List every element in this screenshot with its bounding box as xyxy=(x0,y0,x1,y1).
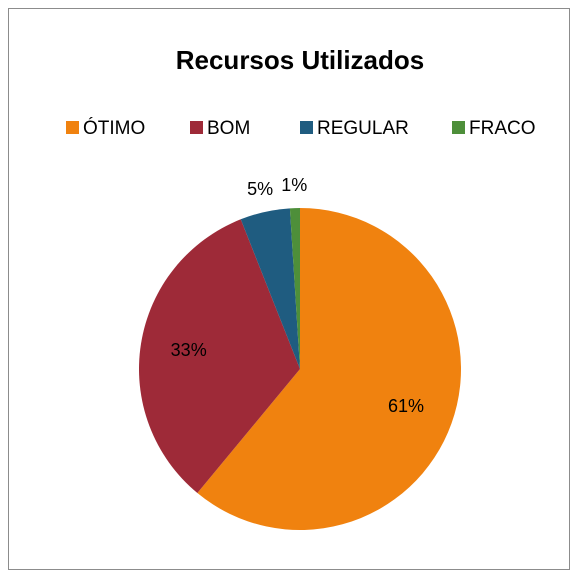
data-label: 33% xyxy=(171,340,207,360)
legend-label: BOM xyxy=(207,118,250,139)
legend-swatch xyxy=(300,121,313,134)
data-label: 1% xyxy=(281,175,307,195)
legend-label: REGULAR xyxy=(317,118,409,139)
legend-swatch xyxy=(452,121,465,134)
legend-label: ÓTIMO xyxy=(83,117,145,139)
pie-slice xyxy=(138,219,300,494)
chart-title: Recursos Utilizados xyxy=(176,45,425,75)
legend-swatch xyxy=(66,121,79,134)
legend-label: FRACO xyxy=(469,118,536,139)
data-label: 61% xyxy=(388,396,424,416)
pie-slice xyxy=(289,208,300,369)
data-label: 5% xyxy=(247,179,273,199)
legend-swatch xyxy=(190,121,203,134)
pie-slice xyxy=(197,208,462,531)
pie-slice xyxy=(240,208,300,369)
